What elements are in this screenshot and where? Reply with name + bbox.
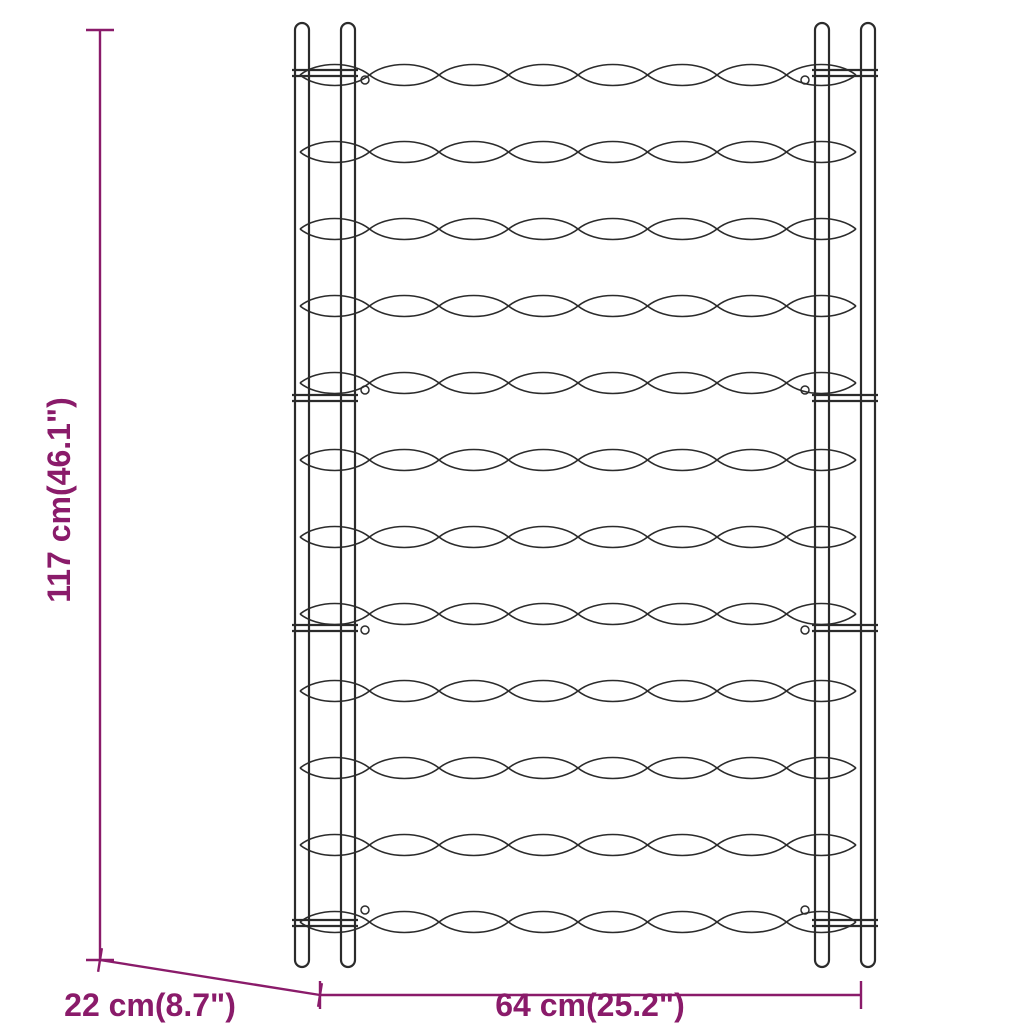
dimension-diagram: 117 cm(46.1") 64 cm(25.2") 22 cm(8.7")	[0, 0, 1024, 1024]
height-label: 117 cm(46.1")	[41, 397, 77, 603]
depth-label: 22 cm(8.7")	[64, 987, 236, 1023]
width-label: 64 cm(25.2")	[495, 987, 685, 1023]
